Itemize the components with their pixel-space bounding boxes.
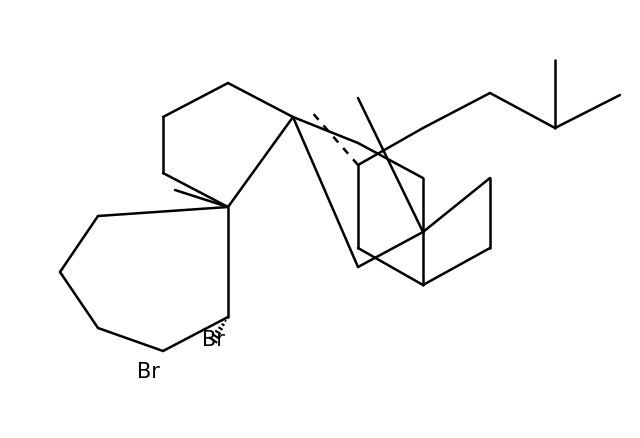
Text: Br: Br bbox=[136, 362, 159, 382]
Text: Br: Br bbox=[202, 330, 225, 350]
